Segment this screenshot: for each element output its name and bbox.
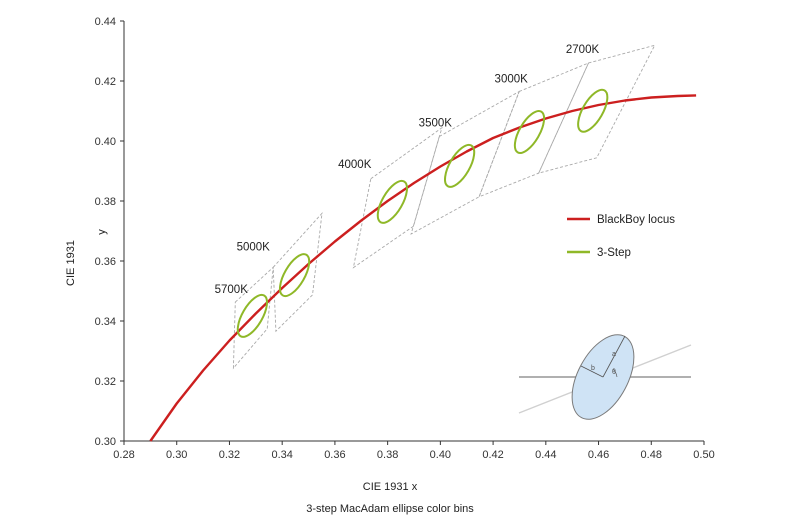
y-tick-label: 0.38: [95, 196, 116, 208]
x-tick-label: 0.38: [377, 449, 398, 461]
y-tick-label: 0.42: [95, 76, 116, 88]
x-tick-label: 0.44: [535, 449, 556, 461]
cct-label-2700k: 2700K: [566, 44, 600, 56]
y-tick-label: 0.40: [95, 136, 116, 148]
ellipse-5700k: [236, 293, 268, 338]
color-bin-4000k: [352, 126, 443, 269]
inset-angle-arc: [612, 368, 618, 378]
y-tick-label: 0.32: [95, 376, 116, 388]
y-tick-label: 0.44: [95, 16, 116, 28]
y-tick-label: 0.34: [95, 316, 116, 328]
inset-major-axis: [602, 335, 626, 378]
ellipse-geometry-inset: a b θ: [518, 334, 692, 420]
y-axis-subtitle: y: [96, 229, 108, 235]
color-bin-3500k: [410, 90, 521, 235]
axis-ticks: [120, 20, 705, 445]
inset-label-a: a: [612, 351, 616, 358]
x-axis-title: CIE 1931 x: [363, 481, 418, 493]
color-bin-5700k: [232, 266, 274, 370]
x-tick-label: 0.34: [271, 449, 292, 461]
color-bin-quadrangles: [232, 44, 656, 370]
x-tick-label: 0.48: [641, 449, 662, 461]
inset-label-b: b: [591, 365, 595, 372]
x-tick-label: 0.36: [324, 449, 345, 461]
cct-label-3000k: 3000K: [495, 74, 529, 86]
color-bin-5000k: [272, 211, 323, 333]
legend-label-locus: BlackBoy locus: [597, 214, 675, 226]
blackbody-locus-series: [149, 94, 697, 442]
y-axis-title: CIE 1931: [65, 240, 77, 286]
ellipse-3000k: [513, 110, 546, 154]
x-tick-label: 0.42: [482, 449, 503, 461]
y-tick-label: 0.36: [95, 256, 116, 268]
legend-label-3step: 3-Step: [597, 247, 631, 259]
cct-label-5700k: 5700K: [215, 284, 249, 296]
x-tick-label: 0.30: [166, 449, 187, 461]
x-tick-label: 0.28: [113, 449, 134, 461]
axes: [123, 21, 704, 442]
x-tick-labels: 0.28 0.30 0.32 0.34 0.36 0.38 0.40 0.42 0.44 0.46…: [113, 449, 714, 461]
y-tick-labels: 0.30 0.32 0.34 0.36 0.38 0.40 0.42 0.44: [95, 16, 116, 448]
x-tick-label: 0.50: [693, 449, 714, 461]
inset-minor-axis: [580, 365, 604, 378]
chart-caption: 3-step MacAdam ellipse color bins: [306, 503, 474, 515]
x-tick-label: 0.40: [430, 449, 451, 461]
legend: BlackBoy locus 3-Step: [567, 214, 675, 259]
cct-label-4000k: 4000K: [338, 159, 372, 171]
cct-label-3500k: 3500K: [419, 118, 453, 130]
ellipse-3500k: [444, 143, 476, 188]
color-bin-2700k: [537, 44, 656, 174]
inset-label-theta: θ: [612, 369, 616, 376]
x-tick-label: 0.46: [588, 449, 609, 461]
y-tick-label: 0.30: [95, 436, 116, 448]
x-tick-label: 0.32: [219, 449, 240, 461]
cct-label-5000k: 5000K: [237, 241, 271, 253]
cct-labels: 5700K 5000K 4000K 3500K 3000K 2700K: [215, 44, 600, 296]
blackbody-locus-line: [149, 94, 697, 442]
ellipse-5000k: [278, 253, 311, 298]
ellipse-2700k: [577, 88, 609, 133]
three-step-ellipse-series: [236, 88, 609, 338]
ellipse-4000k: [376, 179, 408, 224]
